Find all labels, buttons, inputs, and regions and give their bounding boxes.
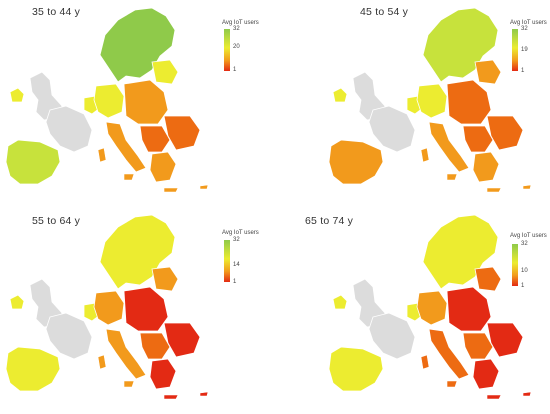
island-crete (486, 394, 502, 400)
island-sardinia (97, 147, 107, 163)
region-central (446, 79, 492, 125)
region-italy (105, 121, 147, 173)
region-iberia (5, 139, 61, 185)
legend-title: Avg IoT users (510, 20, 547, 26)
legend-max: 32 (233, 26, 240, 32)
region-greece (149, 151, 177, 183)
legend-max: 32 (233, 237, 240, 243)
region-baltic (474, 59, 502, 85)
legend-mid: 10 (521, 268, 528, 274)
region-france (45, 312, 93, 360)
island-sicily (123, 173, 135, 181)
region-italy (428, 121, 470, 173)
region-nordic (422, 214, 499, 290)
region-greece (149, 358, 177, 390)
region-france (45, 105, 93, 153)
legend-title: Avg IoT users (222, 230, 259, 236)
region-ireland (9, 87, 25, 103)
island-sicily (446, 173, 458, 181)
island-sicily (446, 380, 458, 388)
legend-min: 1 (233, 279, 237, 285)
region-baltic (151, 59, 179, 85)
island-cyprus (522, 184, 532, 190)
legend-color-bar (224, 29, 230, 71)
legend-max: 32 (521, 241, 528, 247)
region-france (368, 312, 416, 360)
region-greece (472, 358, 500, 390)
region-central (123, 286, 169, 332)
region-france (368, 105, 416, 153)
region-southeast (486, 115, 524, 151)
map-panel-35-44: 35 to 44 y Avg IoT users 32 20 1 (0, 0, 275, 207)
region-germany (93, 83, 125, 119)
europe-map (328, 214, 532, 400)
region-baltic (474, 266, 502, 292)
panel-title: 45 to 54 y (360, 6, 409, 18)
region-southeast (486, 322, 524, 358)
panel-title: 35 to 44 y (32, 6, 81, 18)
region-ireland (9, 294, 25, 310)
legend-color-bar (512, 29, 518, 71)
legend-min: 1 (521, 68, 525, 74)
legend-mid: 14 (233, 262, 240, 268)
region-iberia (328, 346, 384, 392)
region-southeast (163, 322, 201, 358)
legend-min: 1 (233, 67, 237, 73)
island-cyprus (199, 391, 209, 397)
region-ireland (332, 87, 348, 103)
island-crete (486, 187, 502, 193)
region-balkans (139, 332, 171, 360)
europe-map (328, 7, 532, 193)
island-cyprus (199, 184, 209, 190)
island-cyprus (522, 391, 532, 397)
europe-map (5, 7, 209, 193)
region-germany (416, 83, 448, 119)
region-iberia (5, 346, 61, 392)
legend-title: Avg IoT users (510, 233, 547, 239)
region-iberia (328, 139, 384, 185)
region-germany (93, 290, 125, 326)
region-central (446, 286, 492, 332)
region-balkans (462, 125, 494, 153)
region-ireland (332, 294, 348, 310)
region-nordic (99, 7, 176, 83)
island-sardinia (420, 147, 430, 163)
legend-title: Avg IoT users (222, 20, 259, 26)
island-sardinia (97, 354, 107, 370)
panel-title: 65 to 74 y (305, 215, 354, 227)
legend-color-bar (224, 240, 230, 282)
legend-color-bar (512, 244, 518, 286)
region-southeast (163, 115, 201, 151)
region-nordic (99, 214, 176, 290)
region-nordic (422, 7, 499, 83)
region-central (123, 79, 169, 125)
panel-title: 55 to 64 y (32, 215, 81, 227)
island-sardinia (420, 354, 430, 370)
region-balkans (139, 125, 171, 153)
map-panel-45-54: 45 to 54 y Avg IoT users 32 19 1 (275, 0, 550, 207)
region-italy (105, 328, 147, 380)
region-germany (416, 290, 448, 326)
region-greece (472, 151, 500, 183)
region-balkans (462, 332, 494, 360)
map-panel-55-64: 55 to 64 y Avg IoT users 32 14 1 (0, 207, 275, 414)
legend-mid: 19 (521, 47, 528, 53)
legend-min: 1 (521, 283, 525, 289)
island-crete (163, 187, 179, 193)
map-panel-65-74: 65 to 74 y Avg IoT users 32 10 1 (275, 207, 550, 414)
europe-map (5, 214, 209, 400)
island-crete (163, 394, 179, 400)
region-italy (428, 328, 470, 380)
region-baltic (151, 266, 179, 292)
legend-mid: 20 (233, 44, 240, 50)
island-sicily (123, 380, 135, 388)
legend-max: 32 (521, 26, 528, 32)
